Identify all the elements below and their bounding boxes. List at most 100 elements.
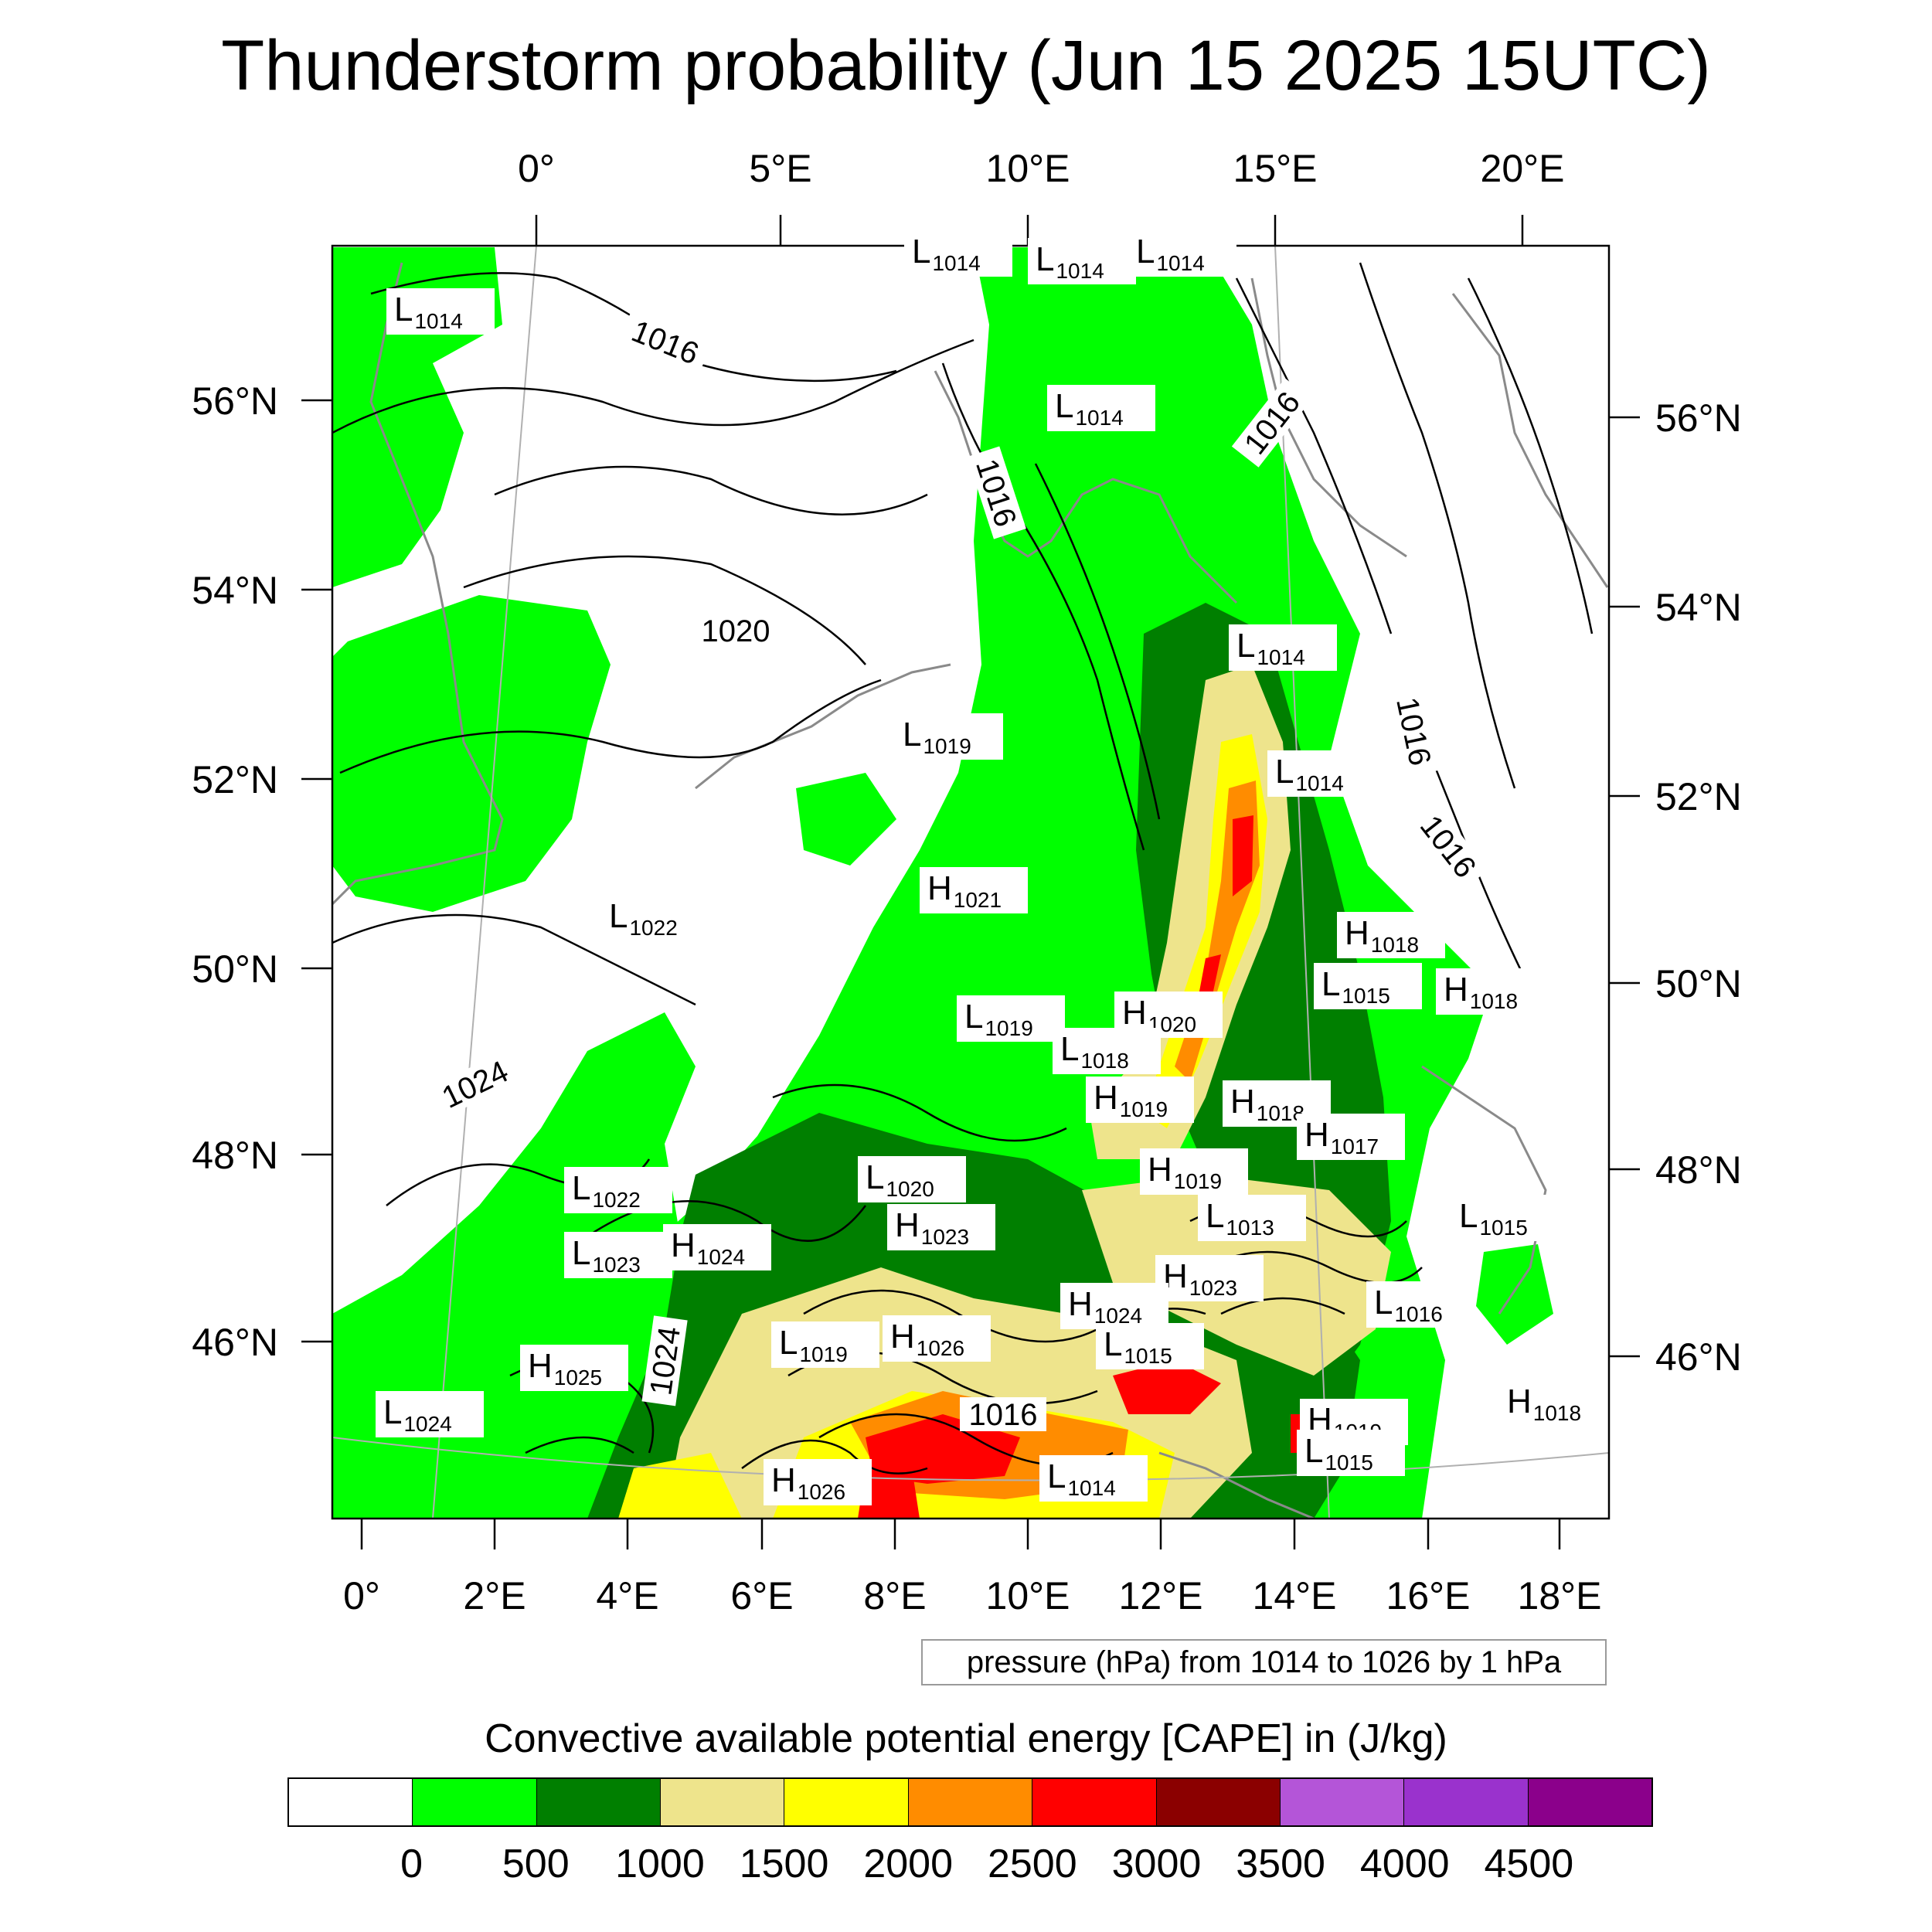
pressure-centers: L1014 L1014 L1014 L1014 L1014 L1014 L1014 L1019… [376, 230, 1607, 1505]
low-pressure-label: L1015 [1304, 1432, 1373, 1475]
pressure-center-marker: L1015 [1096, 1323, 1204, 1369]
pressure-center-marker: H1023 [887, 1204, 995, 1250]
pressure-center-marker: H1026 [764, 1459, 872, 1505]
bottom-lon-label: 8°E [863, 1574, 926, 1617]
pressure-center-marker: L1023 [564, 1232, 672, 1278]
low-pressure-label: L1018 [1060, 1030, 1129, 1073]
top-lon-label: 0° [518, 147, 555, 190]
pressure-center-marker: H1019 [1086, 1077, 1194, 1123]
colorbar-label: 2500 [987, 1842, 1077, 1886]
colorbar-label: 3500 [1236, 1842, 1325, 1886]
high-pressure-label: H1018 [1345, 914, 1419, 957]
colorbar-label: 2000 [863, 1842, 954, 1886]
colorbar-swatch [289, 1779, 413, 1825]
colorbar-swatch [1156, 1779, 1281, 1825]
pressure-center-marker: L1015 [1314, 963, 1422, 1009]
low-pressure-label: L1023 [572, 1234, 641, 1277]
high-pressure-label: H1023 [1163, 1257, 1237, 1300]
graticule [332, 246, 1609, 1519]
colorbar-swatch [413, 1779, 537, 1825]
bottom-lon-label: 6°E [730, 1574, 793, 1617]
colorbar-label: 0 [400, 1842, 423, 1886]
pressure-center-marker: L1018 [1053, 1028, 1161, 1074]
right-lat-label: 50°N [1655, 962, 1742, 1005]
pressure-center-marker: H1024 [1060, 1283, 1168, 1329]
bottom-lon-label: 12°E [1119, 1574, 1203, 1617]
right-lat-label: 46°N [1655, 1335, 1742, 1379]
colorbar-swatch [661, 1779, 785, 1825]
left-lat-label: 46°N [192, 1321, 278, 1364]
colorbar-swatch [1404, 1779, 1529, 1825]
pressure-note: pressure (hPa) from 1014 to 1026 by 1 hP… [921, 1639, 1607, 1685]
axis-ticks [301, 215, 1640, 1549]
colorbar-swatch [536, 1779, 662, 1825]
low-pressure-label: L1019 [779, 1324, 848, 1366]
right-lat-label: 48°N [1655, 1148, 1742, 1192]
high-pressure-label: H1025 [528, 1347, 602, 1389]
colorbar-swatch [908, 1779, 1033, 1825]
high-pressure-label: H1023 [895, 1206, 969, 1249]
low-pressure-label: L1022 [572, 1169, 641, 1212]
colorbar-label: 4000 [1359, 1842, 1450, 1886]
low-pressure-label: L1014 [1236, 627, 1305, 669]
pressure-center-marker: L1020 [858, 1156, 966, 1202]
pressure-center-marker: L1019 [771, 1321, 879, 1368]
colorbar-label: 500 [502, 1842, 570, 1886]
bottom-lon-label: 16°E [1386, 1574, 1471, 1617]
pressure-center-marker: L1013 [1198, 1195, 1306, 1241]
left-lat-label: 48°N [192, 1134, 278, 1177]
map-title: Thunderstorm probability (Jun 15 2025 15… [221, 26, 1711, 105]
left-lat-label: 56°N [192, 379, 278, 423]
pressure-center-marker: L1019 [957, 995, 1065, 1042]
colorbar-label: 1500 [739, 1842, 829, 1886]
low-pressure-label: L1019 [903, 716, 971, 758]
colorbar-label: 4500 [1484, 1842, 1574, 1886]
isobar-label: 1020 [702, 614, 770, 648]
high-pressure-label: H1024 [671, 1226, 745, 1269]
pressure-center-marker: L1014 [1047, 385, 1155, 431]
high-pressure-label: H1018 [1230, 1083, 1304, 1125]
colorbar-swatch [1528, 1779, 1651, 1825]
pressure-center-marker: H1020 [1114, 992, 1223, 1038]
colorbar-swatch [1032, 1779, 1157, 1825]
low-pressure-label: L1014 [1275, 753, 1344, 795]
top-lon-label: 10°E [986, 147, 1070, 190]
bottom-lon-label: 2°E [463, 1574, 526, 1617]
low-pressure-label: L1020 [866, 1158, 934, 1201]
pressure-center-marker: L1024 [376, 1391, 484, 1437]
pressure-center-marker: L1014 [904, 230, 1012, 277]
pressure-center-marker: L1014 [1028, 238, 1136, 284]
right-lat-label: 56°N [1655, 396, 1742, 440]
pressure-center-marker: L1014 [1229, 624, 1337, 671]
pressure-center-marker: L1022 [564, 1167, 672, 1213]
low-pressure-label: L1013 [1206, 1197, 1274, 1240]
pressure-center-marker: H1018 [1337, 912, 1445, 958]
pressure-center-marker: H1024 [663, 1224, 771, 1270]
bottom-lon-label: 14°E [1253, 1574, 1337, 1617]
low-pressure-label: L1014 [912, 233, 981, 275]
top-lon-label: 15°E [1233, 147, 1318, 190]
left-lat-label: 52°N [192, 758, 278, 801]
pressure-center-marker: H1019 [1140, 1148, 1248, 1195]
low-pressure-label: L1014 [1036, 240, 1104, 283]
high-pressure-label: H1021 [927, 869, 1002, 912]
left-lat-label: 50°N [192, 947, 278, 991]
pressure-center-marker: L1014 [1039, 1455, 1148, 1502]
left-lat-labels: 56°N 54°N 52°N 50°N 48°N 46°N [192, 379, 278, 1364]
pressure-center-marker: H1017 [1297, 1114, 1405, 1160]
high-pressure-label: H1019 [1094, 1079, 1168, 1121]
bottom-lon-labels: 0° 2°E 4°E 6°E 8°E 10°E 12°E 14°E 16°E 1… [343, 1574, 1601, 1617]
high-pressure-label: H1026 [771, 1461, 845, 1504]
bottom-lon-label: 0° [343, 1574, 380, 1617]
colorbar-swatch [1280, 1779, 1405, 1825]
high-pressure-label: H1020 [1122, 994, 1196, 1036]
high-pressure-label: H1019 [1148, 1151, 1222, 1193]
pressure-center-marker: L1014 [1267, 750, 1376, 797]
pressure-center-marker: L1014 [386, 288, 495, 335]
right-lat-label: 54°N [1655, 586, 1742, 629]
pressure-center-marker: H1018 [1223, 1080, 1331, 1127]
pressure-center-marker: H1018 [1436, 968, 1544, 1015]
low-pressure-label: L1022 [609, 897, 678, 940]
low-pressure-label: L1015 [1459, 1197, 1528, 1240]
